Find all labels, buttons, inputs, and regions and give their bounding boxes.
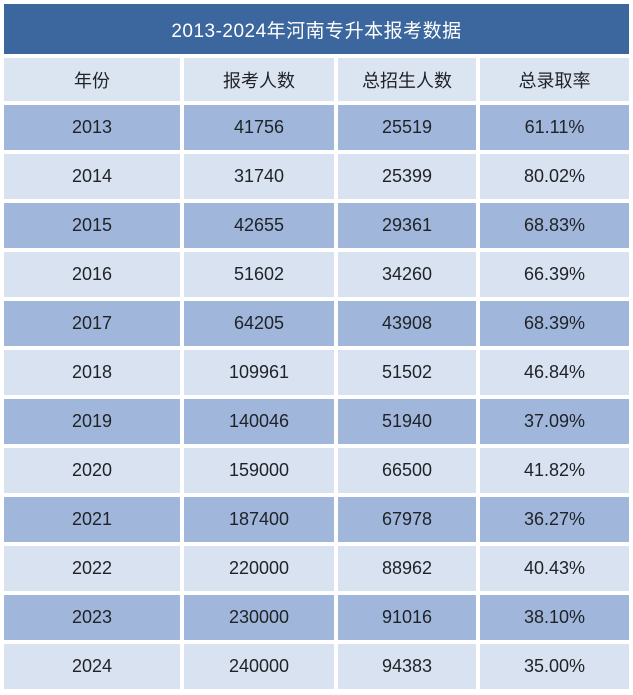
table-cell: 2019 bbox=[4, 399, 180, 444]
table-cell: 40.43% bbox=[480, 546, 629, 591]
column-header: 报考人数 bbox=[184, 58, 334, 101]
table-cell: 68.83% bbox=[480, 203, 629, 248]
table-cell: 2021 bbox=[4, 497, 180, 542]
table-cell: 43908 bbox=[338, 301, 476, 346]
table-cell: 2020 bbox=[4, 448, 180, 493]
table-cell: 51602 bbox=[184, 252, 334, 297]
table-cell: 94383 bbox=[338, 644, 476, 689]
table-cell: 68.39% bbox=[480, 301, 629, 346]
table-cell: 25399 bbox=[338, 154, 476, 199]
table-cell: 61.11% bbox=[480, 105, 629, 150]
table-cell: 159000 bbox=[184, 448, 334, 493]
table-cell: 66.39% bbox=[480, 252, 629, 297]
table-row: 2016 51602 34260 66.39% bbox=[4, 252, 629, 297]
table-cell: 25519 bbox=[338, 105, 476, 150]
table-cell: 29361 bbox=[338, 203, 476, 248]
table-cell: 35.00% bbox=[480, 644, 629, 689]
table-cell: 36.27% bbox=[480, 497, 629, 542]
table-cell: 37.09% bbox=[480, 399, 629, 444]
table-cell: 51502 bbox=[338, 350, 476, 395]
table-row: 2023 230000 91016 38.10% bbox=[4, 595, 629, 640]
table-cell: 66500 bbox=[338, 448, 476, 493]
table-cell: 2014 bbox=[4, 154, 180, 199]
table-cell: 220000 bbox=[184, 546, 334, 591]
table-cell: 64205 bbox=[184, 301, 334, 346]
table-row: 2018 109961 51502 46.84% bbox=[4, 350, 629, 395]
table-row: 2014 31740 25399 80.02% bbox=[4, 154, 629, 199]
column-header: 总录取率 bbox=[480, 58, 629, 101]
table-cell: 41756 bbox=[184, 105, 334, 150]
title-row: 2013-2024年河南专升本报考数据 bbox=[4, 4, 629, 54]
table-cell: 51940 bbox=[338, 399, 476, 444]
table-cell: 88962 bbox=[338, 546, 476, 591]
table-row: 2024 240000 94383 35.00% bbox=[4, 644, 629, 689]
table-cell: 34260 bbox=[338, 252, 476, 297]
table-cell: 2013 bbox=[4, 105, 180, 150]
table-cell: 41.82% bbox=[480, 448, 629, 493]
table-cell: 91016 bbox=[338, 595, 476, 640]
table-cell: 140046 bbox=[184, 399, 334, 444]
table-cell: 31740 bbox=[184, 154, 334, 199]
table-cell: 187400 bbox=[184, 497, 334, 542]
table-cell: 80.02% bbox=[480, 154, 629, 199]
table-title: 2013-2024年河南专升本报考数据 bbox=[4, 4, 629, 54]
table-cell: 240000 bbox=[184, 644, 334, 689]
table-cell: 46.84% bbox=[480, 350, 629, 395]
column-header: 年份 bbox=[4, 58, 180, 101]
table-cell: 2018 bbox=[4, 350, 180, 395]
table-row: 2013 41756 25519 61.11% bbox=[4, 105, 629, 150]
column-header: 总招生人数 bbox=[338, 58, 476, 101]
table-cell: 2022 bbox=[4, 546, 180, 591]
table-row: 2021 187400 67978 36.27% bbox=[4, 497, 629, 542]
table-row: 2022 220000 88962 40.43% bbox=[4, 546, 629, 591]
table-row: 2015 42655 29361 68.83% bbox=[4, 203, 629, 248]
table-cell: 42655 bbox=[184, 203, 334, 248]
table-cell: 2017 bbox=[4, 301, 180, 346]
table-cell: 109961 bbox=[184, 350, 334, 395]
table-row: 2019 140046 51940 37.09% bbox=[4, 399, 629, 444]
column-header-row: 年份 报考人数 总招生人数 总录取率 bbox=[4, 58, 629, 101]
table-cell: 2023 bbox=[4, 595, 180, 640]
table-row: 2017 64205 43908 68.39% bbox=[4, 301, 629, 346]
table-cell: 67978 bbox=[338, 497, 476, 542]
table-cell: 2016 bbox=[4, 252, 180, 297]
table-cell: 230000 bbox=[184, 595, 334, 640]
table-cell: 2024 bbox=[4, 644, 180, 689]
table-cell: 2015 bbox=[4, 203, 180, 248]
table-cell: 38.10% bbox=[480, 595, 629, 640]
table-row: 2020 159000 66500 41.82% bbox=[4, 448, 629, 493]
